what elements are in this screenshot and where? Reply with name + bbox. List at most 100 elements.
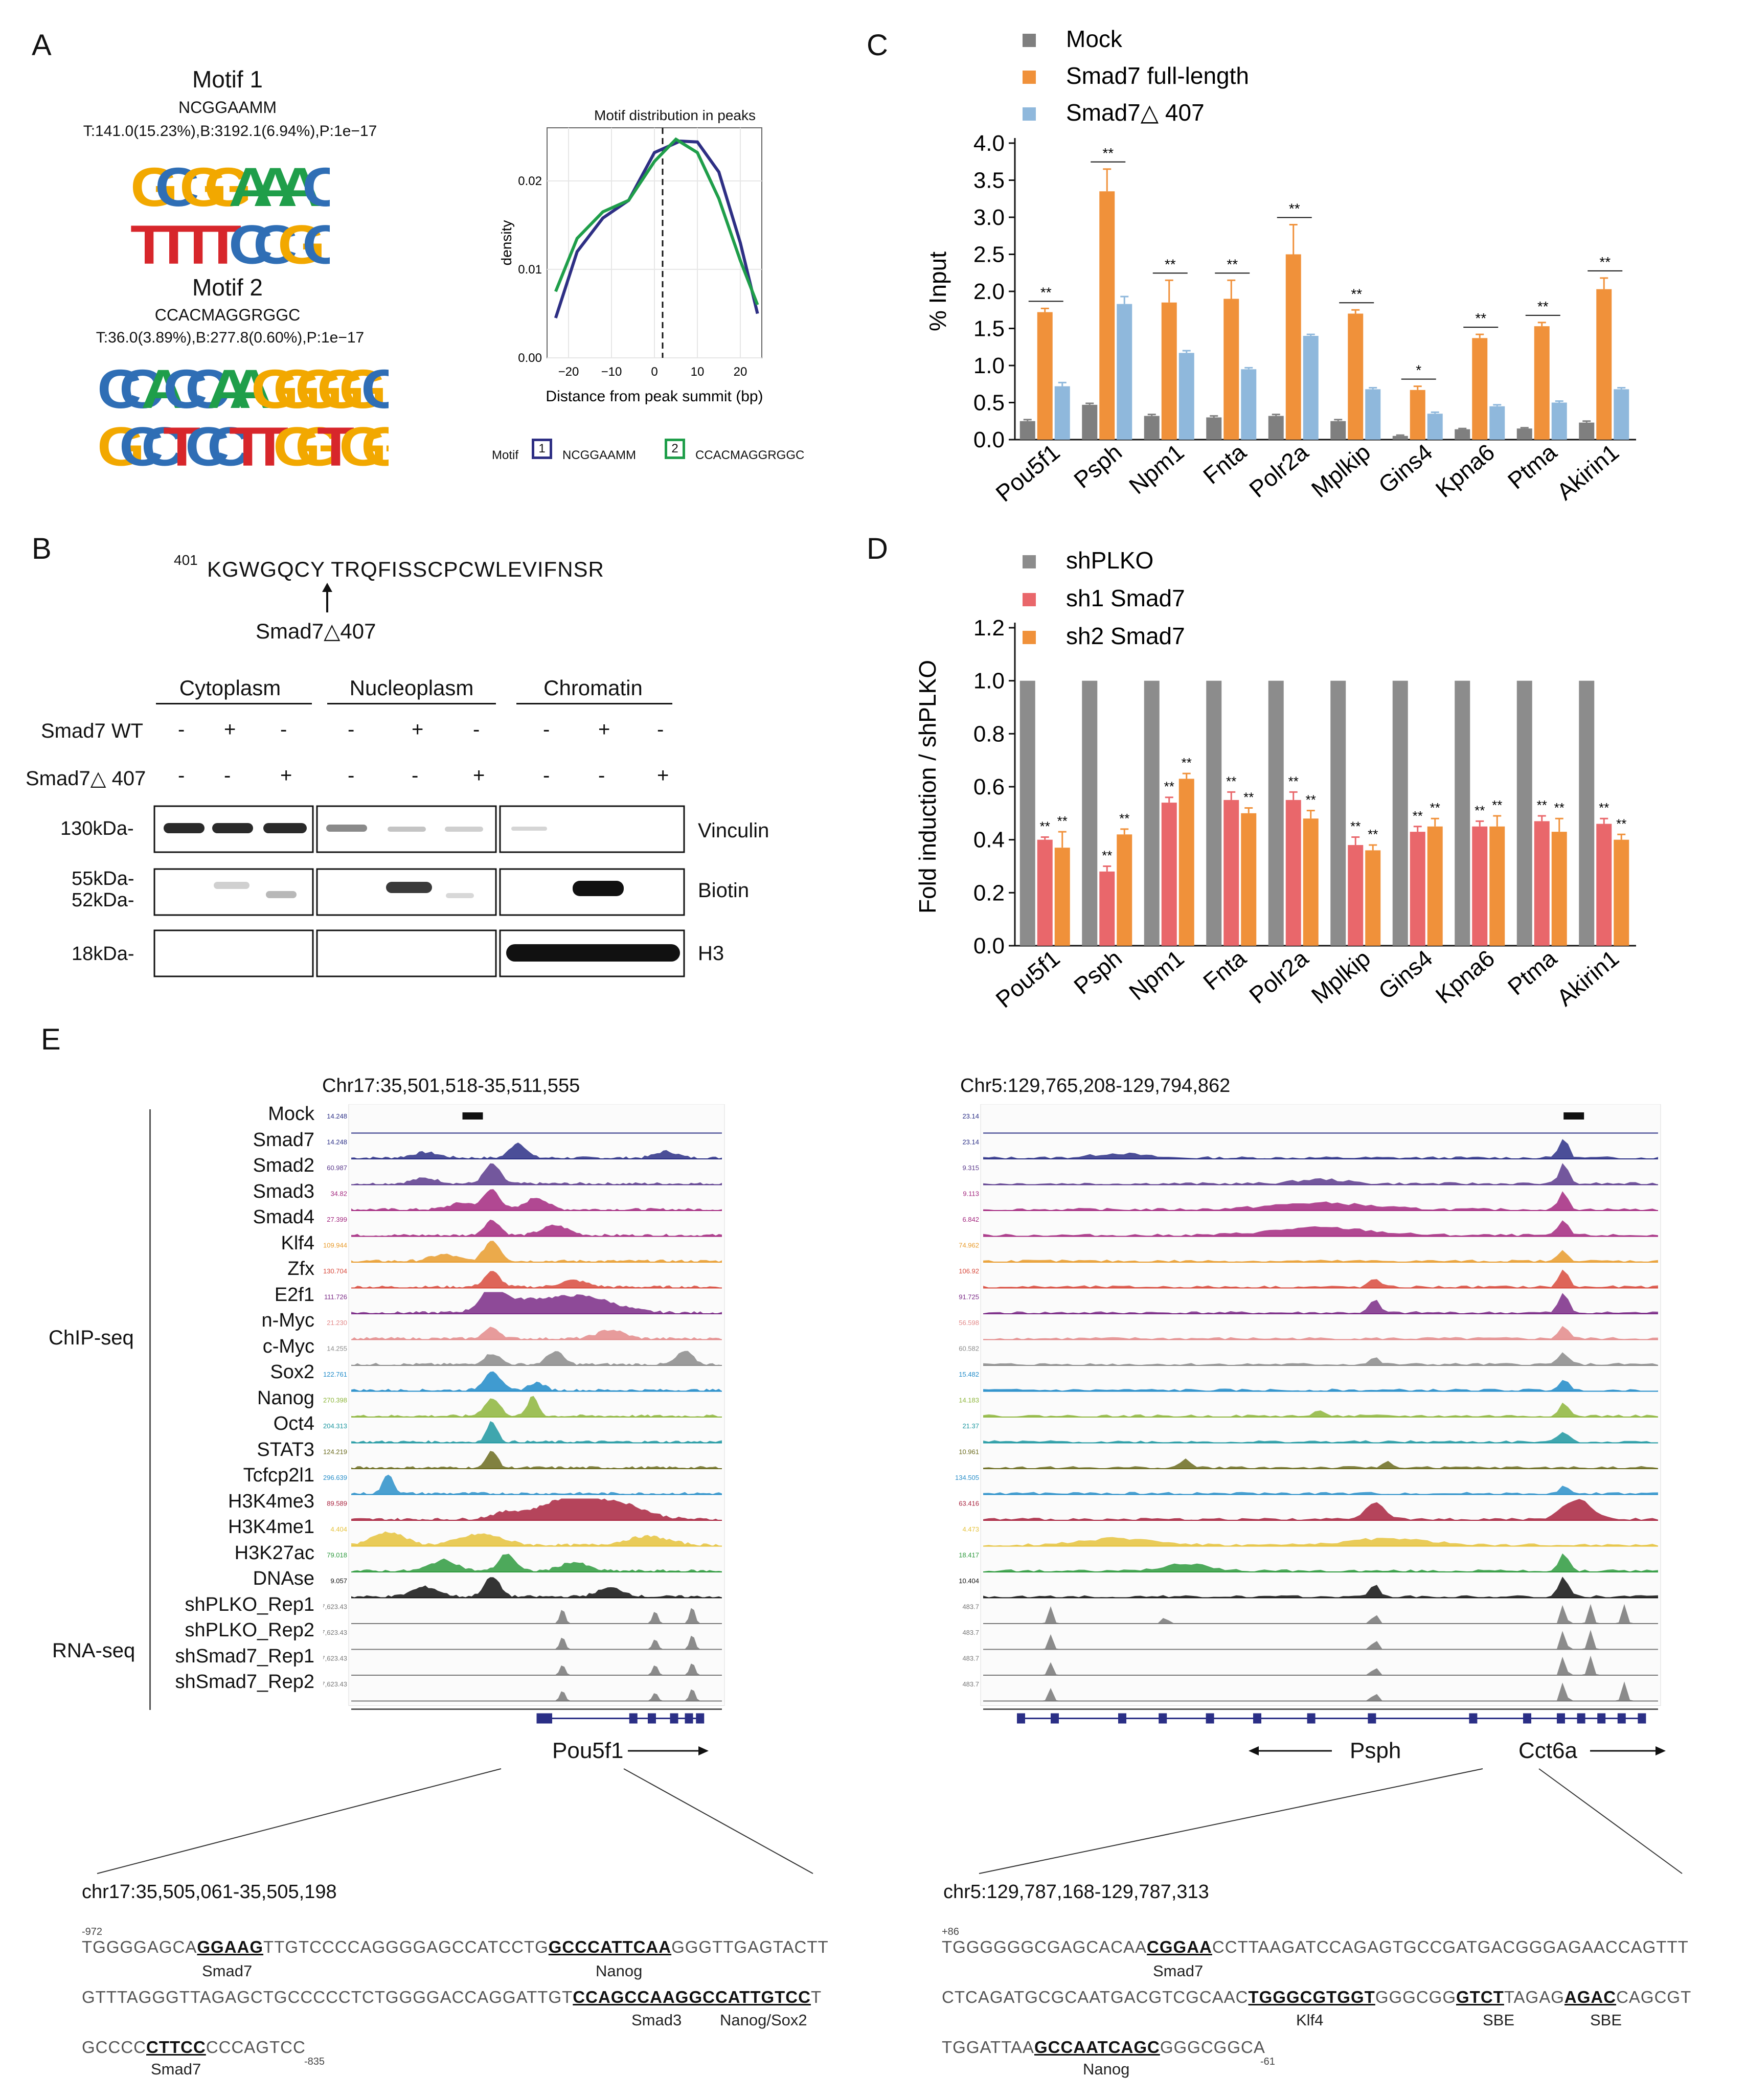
signal-track	[351, 1327, 722, 1340]
legend-motif1-label: NCGGAAMM	[562, 448, 636, 462]
logo-letter: G	[295, 416, 343, 477]
psph-direction-arrow-icon	[1249, 1746, 1332, 1755]
track-scale-label: 7,623.43	[323, 1655, 347, 1662]
signal-track	[983, 1402, 1658, 1417]
track-label: E2f1	[274, 1284, 314, 1306]
wt-sign: -	[473, 718, 480, 741]
left-region-label: Chr17:35,501,518-35,511,555	[322, 1075, 580, 1097]
peak-region-marker	[1563, 1112, 1584, 1120]
track-label: H3K27ac	[234, 1542, 314, 1564]
track-label: Smad7	[253, 1129, 314, 1151]
legend-motif2-label: CCACMAGGRGGC	[695, 448, 805, 462]
logo-letter: A	[229, 359, 274, 420]
signal-track	[983, 1604, 1658, 1624]
delta-sign: +	[280, 764, 292, 787]
right-seq-line-1: TGGGGGGCGAGCACAACGGAACCTTAAGATCCAGAGTGCC…	[942, 1937, 1689, 1956]
track-scale-label: 23.14	[962, 1112, 979, 1120]
bar	[1117, 834, 1132, 946]
track-label: H3K4me1	[228, 1516, 314, 1538]
logo-letter: G	[361, 416, 389, 477]
bar	[1614, 839, 1629, 946]
track-scale-label: 204.313	[323, 1422, 347, 1430]
category-label: Fnta	[1198, 945, 1251, 995]
y-axis-label: % Input	[924, 252, 951, 331]
logo-letter: A	[229, 157, 273, 218]
panel-letter-b: B	[32, 532, 52, 565]
bar	[1348, 313, 1364, 440]
wt-sign: -	[348, 718, 355, 741]
track-scale-label: 79.018	[327, 1551, 347, 1559]
y-tick-label: 1.0	[973, 669, 1005, 694]
track-label: shPLKO_Rep2	[185, 1619, 315, 1641]
left-seq-line-2: GTTTAGGGTTAGAGCTGCCCCCTCTGGGGACCAGGATTGT…	[82, 1988, 822, 2006]
western-blot	[153, 805, 685, 977]
gene-exon	[1118, 1713, 1126, 1724]
bar	[1285, 800, 1301, 946]
track-scale-label: 7,623.43	[323, 1603, 347, 1611]
gene-exon	[1368, 1713, 1376, 1724]
panel-letter-e: E	[41, 1023, 61, 1056]
motif2-stats: T:36.0(3.89%),B:277.8(0.60%),P:1e−17	[96, 329, 365, 346]
annot-klf4: Klf4	[1296, 2011, 1324, 2029]
significance-label: **	[1475, 803, 1485, 818]
logo-letter: G	[179, 157, 227, 218]
track-label: n-Myc	[261, 1310, 314, 1331]
panel-letter-c: C	[867, 29, 888, 62]
right-region-label: Chr5:129,765,208-129,794,862	[960, 1075, 1231, 1097]
track-label: Klf4	[281, 1232, 314, 1254]
significance-label: **	[1057, 813, 1068, 829]
bar	[1365, 389, 1381, 440]
gene-exon	[536, 1713, 545, 1724]
logo-letter: A	[141, 359, 186, 420]
right-seq-line-3: TGGATTAAGCCAATCAGCGGGCGGCA	[942, 2038, 1265, 2057]
chart-c: 0.00.51.01.52.02.53.03.54.0% Input **Pou5…	[924, 26, 1636, 507]
gene-label-pou5f1: Pou5f1	[552, 1738, 624, 1763]
bar	[1551, 832, 1567, 946]
significance-label: **	[1226, 773, 1236, 789]
track-label: shSmad7_Rep2	[175, 1671, 314, 1693]
track-scale-label: 91.725	[959, 1293, 979, 1301]
significance-label: *	[1416, 362, 1421, 378]
track-scale-label: 34.82	[330, 1190, 347, 1198]
y-tick-label: 2.0	[973, 279, 1005, 304]
signal-track	[351, 1531, 722, 1546]
y-tick-label: 0.8	[973, 721, 1005, 746]
track-scale-label: 296.639	[323, 1474, 347, 1481]
y-tick-label: 1.2	[973, 615, 1005, 641]
gene-exon	[1051, 1713, 1059, 1724]
bar	[1241, 369, 1257, 440]
density-xtick: −20	[558, 365, 579, 379]
blot-label-vinculin: Vinculin	[698, 819, 769, 842]
bar	[1223, 299, 1239, 440]
mw-52kda: 52kDa-	[72, 889, 134, 911]
track-scale-label: 14.248	[327, 1112, 347, 1120]
blot-label-biotin: Biotin	[698, 879, 750, 902]
bar	[1427, 414, 1443, 440]
band-vinculin	[212, 823, 253, 833]
signal-track	[351, 1371, 722, 1391]
track-scale-label: 9.057	[330, 1577, 347, 1585]
significance-label: **	[1413, 808, 1423, 824]
track-label: Mock	[268, 1103, 314, 1125]
bar	[1161, 803, 1177, 946]
bar	[1579, 680, 1595, 946]
legend-label: sh1 Smad7	[1066, 585, 1185, 611]
bar	[1206, 680, 1222, 946]
logo-letter: C	[163, 359, 208, 420]
left-seq-line-1: TGGGGAGCAGGAAGTTGTCCCCAGGGGAGCCATCCTGGCC…	[82, 1937, 829, 1956]
track-label: shPLKO_Rep1	[185, 1593, 315, 1615]
logo-letter: G	[273, 416, 321, 477]
signal-track	[983, 1191, 1658, 1211]
gene-exon	[1557, 1713, 1565, 1724]
track-scale-label: 14.183	[959, 1397, 979, 1404]
bar	[1161, 302, 1177, 440]
band-biotin	[214, 882, 250, 889]
bar	[1303, 818, 1319, 946]
significance-label: **	[1164, 779, 1174, 794]
bar	[1330, 680, 1346, 946]
wt-sign: -	[657, 718, 664, 741]
logo-letter: T	[317, 416, 354, 477]
peak-region-marker	[462, 1112, 483, 1120]
gene-exon	[629, 1713, 638, 1724]
track-label: DNAse	[253, 1568, 314, 1589]
